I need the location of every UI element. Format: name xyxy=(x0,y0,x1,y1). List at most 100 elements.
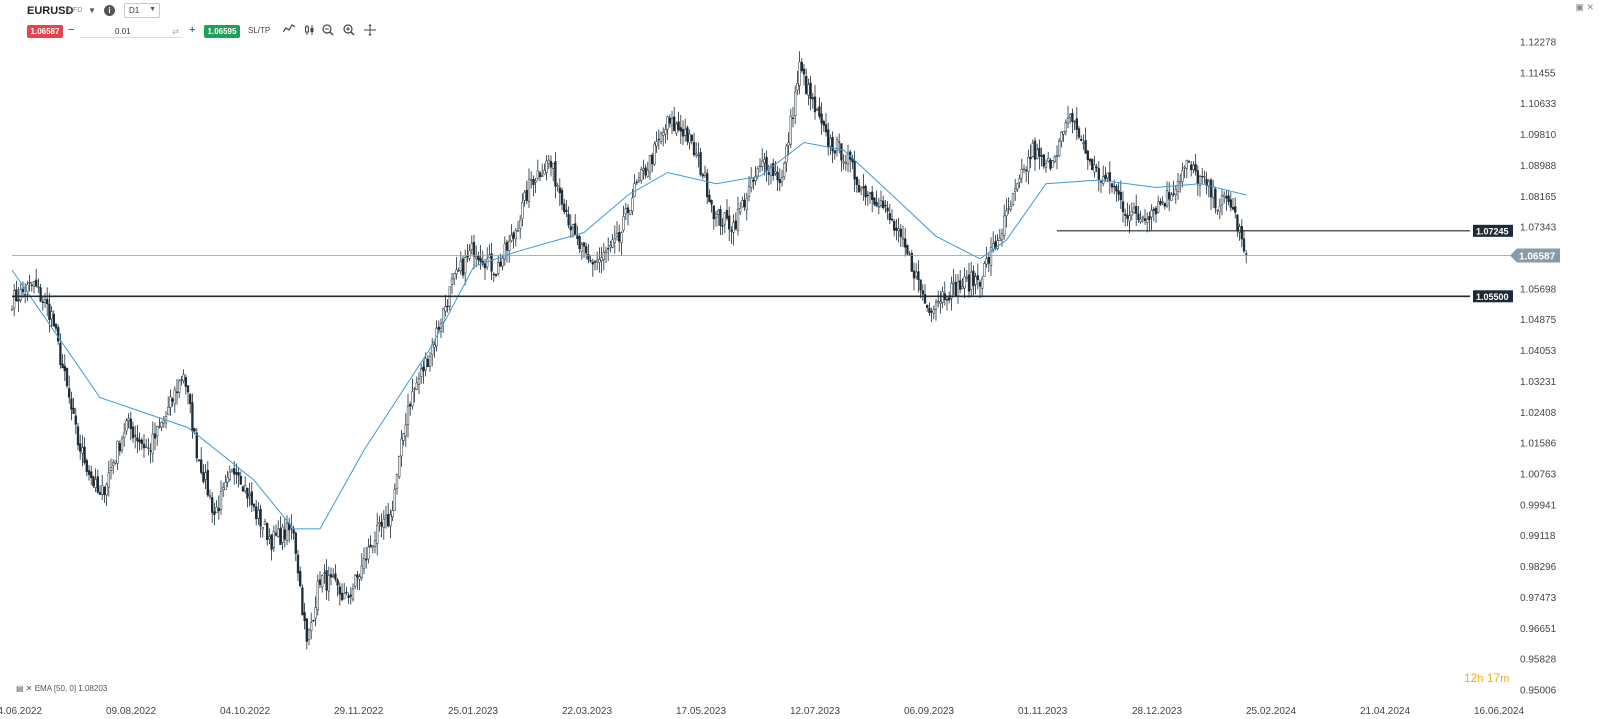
candle-body xyxy=(149,450,152,452)
candle-body xyxy=(1080,138,1083,141)
crosshair-icon[interactable] xyxy=(363,24,377,38)
candle-body xyxy=(345,591,348,594)
candle-body xyxy=(692,142,696,156)
indicator-legend[interactable]: ▤ ✕ EMA [50, 0] 1.08203 xyxy=(16,684,107,693)
candle-body xyxy=(112,462,115,466)
candle-body xyxy=(593,261,597,263)
candle-body xyxy=(325,570,328,591)
candle-body xyxy=(651,154,654,165)
candle-body xyxy=(1016,183,1019,190)
candle-body xyxy=(1207,180,1210,187)
candle-body xyxy=(1152,208,1155,211)
candle-body xyxy=(1053,156,1056,162)
candle-body xyxy=(1038,147,1041,157)
candle-body xyxy=(871,191,874,200)
candle-body xyxy=(499,261,502,267)
candle-body xyxy=(959,280,962,290)
candle-body xyxy=(622,216,625,231)
candle-body xyxy=(1110,183,1114,188)
candle-body xyxy=(681,129,685,137)
candle-body xyxy=(257,510,260,519)
candle-body xyxy=(296,554,300,574)
candle-body xyxy=(340,592,344,601)
close-icon[interactable]: ✕ xyxy=(1586,2,1594,12)
candle-body xyxy=(923,294,927,304)
candle-body xyxy=(492,273,495,276)
candle-body xyxy=(255,506,258,520)
candle-body xyxy=(910,252,913,272)
line-chart-icon[interactable] xyxy=(282,24,296,38)
candle-body xyxy=(354,575,357,587)
candle-body xyxy=(525,189,528,201)
chart-type-icon[interactable] xyxy=(303,24,317,38)
timeframe-select[interactable]: D1 ▼ xyxy=(124,3,160,18)
y-tick-label: 1.00763 xyxy=(1520,470,1557,481)
candle-body xyxy=(103,486,106,495)
volume-increase-button[interactable]: + xyxy=(189,24,196,36)
level-price-label: 1.05500 xyxy=(1476,292,1509,302)
candle-body xyxy=(43,299,47,303)
volume-input[interactable]: 0.01 ⇄ xyxy=(80,25,183,38)
candle-body xyxy=(899,228,902,238)
candle-body xyxy=(457,270,460,272)
candle-body xyxy=(648,155,652,173)
buy-price-button[interactable]: 1.06595 xyxy=(204,25,240,38)
candle-body xyxy=(230,469,234,473)
candle-body xyxy=(673,116,676,132)
candle-body xyxy=(1093,164,1096,173)
candle-body xyxy=(919,279,922,291)
candle-body xyxy=(464,257,467,274)
candle-body xyxy=(602,252,605,260)
candle-body xyxy=(642,168,645,171)
candle-body xyxy=(736,208,740,231)
candle-body xyxy=(246,487,249,499)
candle-body xyxy=(226,477,229,483)
y-tick-label: 1.04875 xyxy=(1520,315,1557,326)
symbol-dropdown-icon[interactable]: ▼ xyxy=(88,6,96,15)
candle-body xyxy=(1159,201,1162,205)
candle-body xyxy=(10,309,14,311)
volume-decrease-button[interactable]: − xyxy=(68,24,75,36)
zoom-in-icon[interactable] xyxy=(342,24,356,38)
swap-icon: ⇄ xyxy=(172,27,179,36)
candle-body xyxy=(677,121,680,130)
candle-body xyxy=(767,172,770,175)
candle-body xyxy=(433,344,436,348)
sell-price-button[interactable]: 1.06587 xyxy=(27,25,63,38)
window-controls: ▣ ✕ xyxy=(1575,2,1594,13)
candle-body xyxy=(657,138,660,141)
candle-body xyxy=(70,398,73,410)
candle-body xyxy=(202,472,205,483)
candle-body xyxy=(877,206,880,208)
candle-body xyxy=(1168,192,1171,200)
candle-body xyxy=(882,200,885,209)
maximize-icon[interactable]: ▣ xyxy=(1575,2,1584,12)
candle-body xyxy=(631,197,634,212)
candle-body xyxy=(701,174,704,177)
symbol-label[interactable]: EURUSD xyxy=(27,5,74,17)
candle-body xyxy=(235,471,238,475)
sltp-button[interactable]: SL/TP xyxy=(248,26,271,35)
candle-body xyxy=(893,221,896,231)
candle-body xyxy=(1113,185,1116,188)
info-icon[interactable]: i xyxy=(104,5,115,16)
candle-body xyxy=(1236,214,1239,232)
candle-body xyxy=(840,143,843,161)
zoom-out-icon[interactable] xyxy=(321,24,335,38)
candle-body xyxy=(591,261,594,265)
candle-body xyxy=(838,141,841,143)
candle-body xyxy=(805,75,808,94)
candle-body xyxy=(541,175,544,177)
candle-body xyxy=(87,470,91,475)
candle-body xyxy=(514,230,517,240)
candle-body xyxy=(472,241,476,257)
candle-body xyxy=(1097,168,1100,181)
candle-body xyxy=(728,215,731,230)
candle-body xyxy=(327,575,330,592)
candle-body xyxy=(156,426,159,437)
candle-body xyxy=(470,243,473,250)
candle-body xyxy=(829,138,832,147)
candle-body xyxy=(292,528,295,534)
candle-body xyxy=(915,271,918,278)
